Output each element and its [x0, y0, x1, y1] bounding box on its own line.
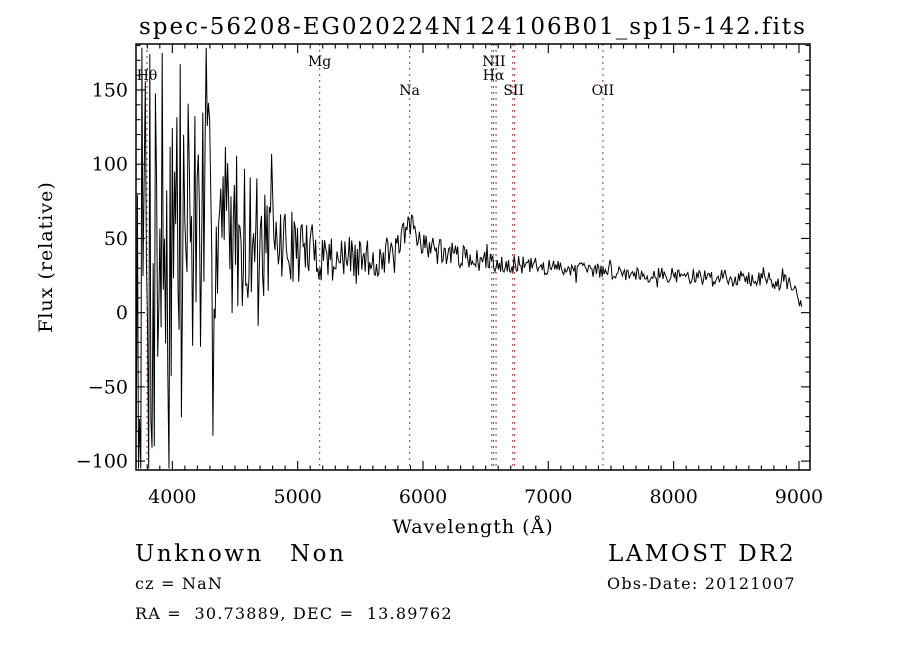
x-axis-tick-label: 6000	[399, 486, 447, 508]
spectral-line-label: Hθ	[137, 68, 158, 84]
y-axis-tick-label: 0	[116, 302, 128, 324]
x-axis-title: Wavelength (Å)	[392, 516, 553, 538]
spectral-line-label: Na	[399, 83, 420, 99]
x-axis-tick-label: 8000	[649, 486, 697, 508]
plot-border	[135, 43, 811, 471]
x-axis-tick-label: 9000	[775, 486, 823, 508]
spectral-line-label: SII	[503, 83, 524, 99]
spectral-line-label: OII	[592, 83, 615, 99]
x-axis-tick-label: 7000	[524, 486, 572, 508]
spectrum-trace-layer	[136, 47, 803, 469]
spectrum-trace	[136, 47, 803, 469]
y-axis-tick-label: −50	[88, 376, 128, 398]
y-axis-tick-label: −100	[76, 451, 128, 473]
y-axis-tick-label: 100	[92, 154, 128, 176]
subclass-label: Non	[290, 541, 347, 567]
ra-dec-value: RA = 30.73889, DEC = 13.89762	[135, 604, 453, 623]
y-axis-tick-label: 50	[104, 228, 128, 250]
cz-value: cz = NaN	[135, 574, 224, 593]
x-axis-tick-label: 5000	[273, 486, 321, 508]
figure-title: spec-56208-EG020224N124106B01_sp15-142.f…	[139, 14, 807, 40]
y-axis-title: Flux (relative)	[35, 181, 57, 333]
spectral-line-label: Hα	[483, 68, 505, 84]
y-axis-tick-label: 150	[92, 80, 128, 102]
class-label: Unknown	[135, 541, 264, 567]
spectrum-plot: spec-56208-EG020224N124106B01_sp15-142.f…	[35, 14, 823, 538]
spectral-line-label: Mg	[308, 54, 331, 70]
obs-date: Obs-Date: 20121007	[607, 574, 796, 593]
survey-label: LAMOST DR2	[608, 541, 797, 567]
x-axis-tick-label: 4000	[148, 486, 196, 508]
